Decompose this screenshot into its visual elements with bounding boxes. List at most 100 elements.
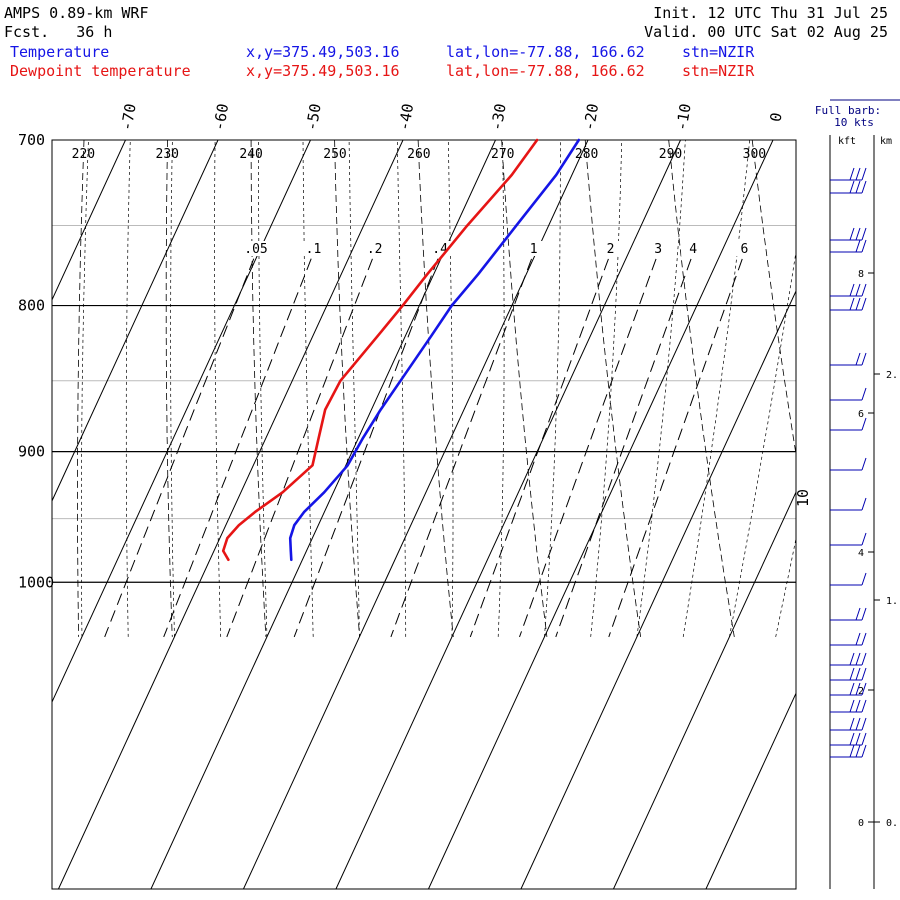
km-axis-label: km (880, 136, 892, 147)
wind-barb-flag (855, 717, 861, 731)
isotherm-line (58, 140, 404, 889)
theta-label: 290 (659, 147, 682, 162)
mixing-ratio-line (226, 241, 380, 638)
mixing-ratio-label-bg (362, 241, 387, 256)
wind-barb-flag (861, 632, 867, 646)
wind-barb-flag (861, 167, 867, 181)
wind-barb-flag (855, 632, 861, 646)
temperature-latlon: lat,lon=-77.88, 166.62 (446, 43, 645, 61)
wind-barb-flag (861, 607, 867, 621)
isotherm-line (613, 490, 796, 889)
theta-label: 260 (407, 147, 430, 162)
mixing-ratio-label-bg (598, 241, 623, 256)
wind-barb (830, 532, 867, 546)
moist-adiabat-line (822, 131, 900, 637)
dewpoint-legend: Dewpoint temperature (10, 62, 191, 80)
isotherm-line (52, 140, 219, 503)
mixing-ratio-line (519, 241, 663, 638)
wind-barb-flag (861, 239, 867, 253)
wind-barb-flag (855, 352, 861, 366)
wind-barb-flag (861, 457, 867, 471)
dry-adiabat-line (836, 140, 900, 637)
wind-barb-flag (861, 652, 867, 666)
dry-adiabat-line (751, 140, 796, 457)
pressure-tick-label: 1000 (18, 573, 54, 591)
wind-barb-flag (861, 744, 867, 758)
moist-adiabat-line (497, 140, 505, 637)
temperature-station: stn=NZIR (682, 43, 755, 61)
kft-tick-label: 4 (858, 548, 864, 559)
dewpoint-line (221, 138, 539, 562)
wind-barb (830, 732, 867, 746)
barb-legend-line1: Full barb: (815, 104, 881, 117)
minor-isobars (52, 225, 796, 520)
moist-adiabat-line (682, 140, 751, 637)
wind-barb (830, 239, 867, 253)
temperature-tick-label: -30 (487, 102, 509, 132)
wind-barb (830, 699, 867, 713)
wind-barb (830, 572, 867, 586)
dry-adiabat-line (77, 140, 85, 637)
isotherm-line (891, 140, 900, 889)
mixing-ratio-label: 6 (740, 242, 748, 257)
wind-barb-flag (861, 732, 867, 746)
theta-label: 230 (156, 147, 179, 162)
theta-label: 250 (323, 147, 346, 162)
wind-barb (830, 180, 867, 194)
wind-barb-flag (861, 283, 867, 297)
wind-barb (830, 352, 867, 366)
moist-adiabat-line (214, 140, 222, 637)
temperature-tick-group: -30 (487, 102, 509, 132)
wind-barb-flag (849, 180, 855, 194)
temperature-tick-label: 0 (766, 111, 785, 123)
wind-barb-flag (861, 352, 867, 366)
wind-barb (830, 682, 867, 696)
wind-barb-flag (861, 667, 867, 681)
wind-barb (830, 632, 867, 646)
isotherm-line (0, 140, 33, 889)
wind-barb-flag (855, 682, 861, 696)
mixing-ratio-line (390, 241, 539, 638)
pressure-tick-label: 800 (18, 297, 45, 315)
temperature-tick-group: -70 (117, 102, 139, 132)
wind-barb (830, 167, 867, 181)
temperature-legend: Temperature (10, 43, 110, 61)
dewpoint-latlon: lat,lon=-77.88, 166.62 (446, 62, 645, 80)
temperature-tick-group: 0 (766, 111, 785, 123)
wind-barb (830, 387, 867, 401)
dewpoint-xy: x,y=375.49,503.16 (246, 62, 400, 80)
wind-barb-flag (861, 180, 867, 194)
isotherm-line (428, 140, 774, 889)
temperature-xy: x,y=375.49,503.16 (246, 43, 400, 61)
km-tick-label: 2. (886, 370, 898, 381)
moist-adiabat-line (868, 131, 900, 637)
wind-barb-flag (849, 667, 855, 681)
theta-label: 220 (72, 147, 95, 162)
wind-barb (830, 744, 867, 758)
wind-barb-flag (861, 717, 867, 731)
wind-barb-flag (855, 167, 861, 181)
theta-label: 270 (491, 147, 514, 162)
wind-barb-flag (849, 732, 855, 746)
wind-barb-flag (855, 239, 861, 253)
mixing-ratio-label: .2 (367, 242, 383, 257)
mixing-ratio-label-bg (681, 241, 706, 256)
temperature-tick-label: -40 (395, 102, 417, 132)
moist-adiabat-line (447, 140, 454, 637)
isotherm-line (243, 140, 589, 889)
wind-barb-flag (855, 227, 861, 241)
kft-tick-label: 0 (858, 818, 864, 829)
wind-barb (830, 417, 867, 431)
init-time: Init. 12 UTC Thu 31 Jul 25 (653, 4, 888, 22)
wind-barb-flag (855, 699, 861, 713)
kft-tick-label: 8 (858, 269, 864, 280)
mixing-ratio-label: .05 (244, 242, 267, 257)
wind-barb-flag (855, 297, 861, 311)
wind-barb-flag (855, 667, 861, 681)
mixing-ratio-label: 2 (607, 242, 615, 257)
side-label: 10 (794, 489, 812, 507)
series-lines (221, 138, 581, 562)
valid-time: Valid. 00 UTC Sat 02 Aug 25 (644, 23, 888, 41)
